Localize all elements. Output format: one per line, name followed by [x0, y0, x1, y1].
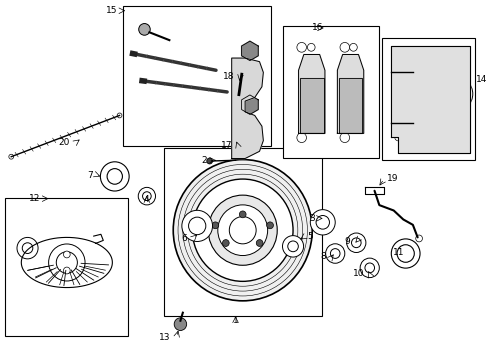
Ellipse shape — [351, 238, 360, 248]
Text: 15: 15 — [105, 6, 117, 15]
Bar — [381, 39, 474, 160]
Ellipse shape — [315, 94, 322, 102]
Text: 13: 13 — [159, 333, 170, 342]
Text: 17: 17 — [220, 141, 232, 150]
Ellipse shape — [346, 233, 365, 252]
Ellipse shape — [266, 222, 273, 229]
Text: 19: 19 — [386, 175, 397, 184]
Text: 9: 9 — [344, 237, 350, 246]
Text: 6: 6 — [182, 234, 187, 243]
Text: 20: 20 — [59, 138, 70, 147]
Bar — [283, 26, 379, 158]
Ellipse shape — [256, 240, 263, 247]
Ellipse shape — [192, 179, 292, 282]
Ellipse shape — [239, 211, 245, 218]
Ellipse shape — [325, 244, 344, 263]
Ellipse shape — [339, 94, 346, 102]
Ellipse shape — [349, 44, 357, 51]
Polygon shape — [390, 45, 469, 153]
Ellipse shape — [339, 133, 349, 143]
Ellipse shape — [446, 84, 465, 104]
Bar — [5, 198, 127, 336]
Ellipse shape — [217, 205, 267, 256]
Ellipse shape — [353, 94, 361, 102]
Ellipse shape — [316, 69, 321, 75]
Polygon shape — [299, 78, 323, 134]
Ellipse shape — [222, 240, 229, 247]
Ellipse shape — [354, 69, 360, 75]
Ellipse shape — [242, 125, 252, 135]
Ellipse shape — [409, 84, 429, 104]
Ellipse shape — [396, 245, 413, 262]
Bar — [163, 148, 321, 316]
Ellipse shape — [315, 216, 329, 229]
Ellipse shape — [390, 239, 419, 268]
Ellipse shape — [394, 133, 402, 141]
Ellipse shape — [359, 258, 379, 278]
Text: 1: 1 — [232, 316, 238, 325]
Ellipse shape — [244, 46, 254, 56]
Ellipse shape — [142, 192, 151, 201]
Text: 2: 2 — [201, 156, 206, 165]
Ellipse shape — [182, 210, 212, 242]
Ellipse shape — [415, 235, 422, 242]
Polygon shape — [231, 58, 263, 158]
Ellipse shape — [17, 237, 38, 259]
Ellipse shape — [287, 241, 298, 252]
Ellipse shape — [107, 168, 122, 184]
Text: 12: 12 — [29, 194, 40, 203]
Ellipse shape — [234, 89, 246, 102]
Ellipse shape — [139, 23, 150, 35]
Polygon shape — [241, 41, 258, 60]
Ellipse shape — [296, 133, 306, 143]
Ellipse shape — [339, 42, 349, 52]
Ellipse shape — [56, 252, 77, 273]
Text: 11: 11 — [392, 248, 404, 257]
Text: 18: 18 — [223, 72, 234, 81]
Text: 8: 8 — [320, 252, 326, 261]
Ellipse shape — [242, 82, 252, 92]
Ellipse shape — [394, 54, 402, 62]
Ellipse shape — [229, 217, 256, 244]
Polygon shape — [337, 54, 363, 134]
Ellipse shape — [244, 100, 254, 109]
Polygon shape — [241, 95, 258, 114]
Ellipse shape — [243, 142, 251, 150]
Ellipse shape — [117, 113, 122, 118]
Ellipse shape — [48, 244, 85, 281]
Bar — [122, 6, 271, 146]
Text: 5: 5 — [307, 232, 312, 241]
Text: 10: 10 — [352, 269, 363, 278]
Text: 14: 14 — [475, 75, 487, 84]
Ellipse shape — [206, 158, 212, 164]
Ellipse shape — [63, 251, 70, 258]
Ellipse shape — [438, 77, 472, 111]
Ellipse shape — [100, 162, 129, 191]
Ellipse shape — [310, 210, 335, 235]
Text: 4: 4 — [144, 195, 149, 204]
Text: 3: 3 — [309, 214, 314, 223]
Ellipse shape — [9, 154, 14, 159]
Polygon shape — [338, 78, 362, 134]
Ellipse shape — [173, 159, 311, 301]
Ellipse shape — [188, 217, 205, 235]
Ellipse shape — [330, 249, 339, 258]
Ellipse shape — [301, 69, 306, 75]
Ellipse shape — [212, 222, 218, 229]
Text: 7: 7 — [87, 171, 93, 180]
Ellipse shape — [296, 42, 306, 52]
Ellipse shape — [208, 195, 277, 265]
Ellipse shape — [22, 243, 33, 253]
Ellipse shape — [174, 318, 186, 330]
Ellipse shape — [63, 267, 70, 274]
Polygon shape — [298, 54, 324, 134]
Ellipse shape — [340, 69, 346, 75]
Ellipse shape — [300, 94, 307, 102]
Ellipse shape — [307, 44, 314, 51]
Ellipse shape — [138, 187, 155, 205]
Ellipse shape — [364, 263, 374, 273]
Ellipse shape — [403, 77, 436, 111]
Ellipse shape — [282, 236, 303, 257]
Text: 16: 16 — [311, 23, 323, 32]
